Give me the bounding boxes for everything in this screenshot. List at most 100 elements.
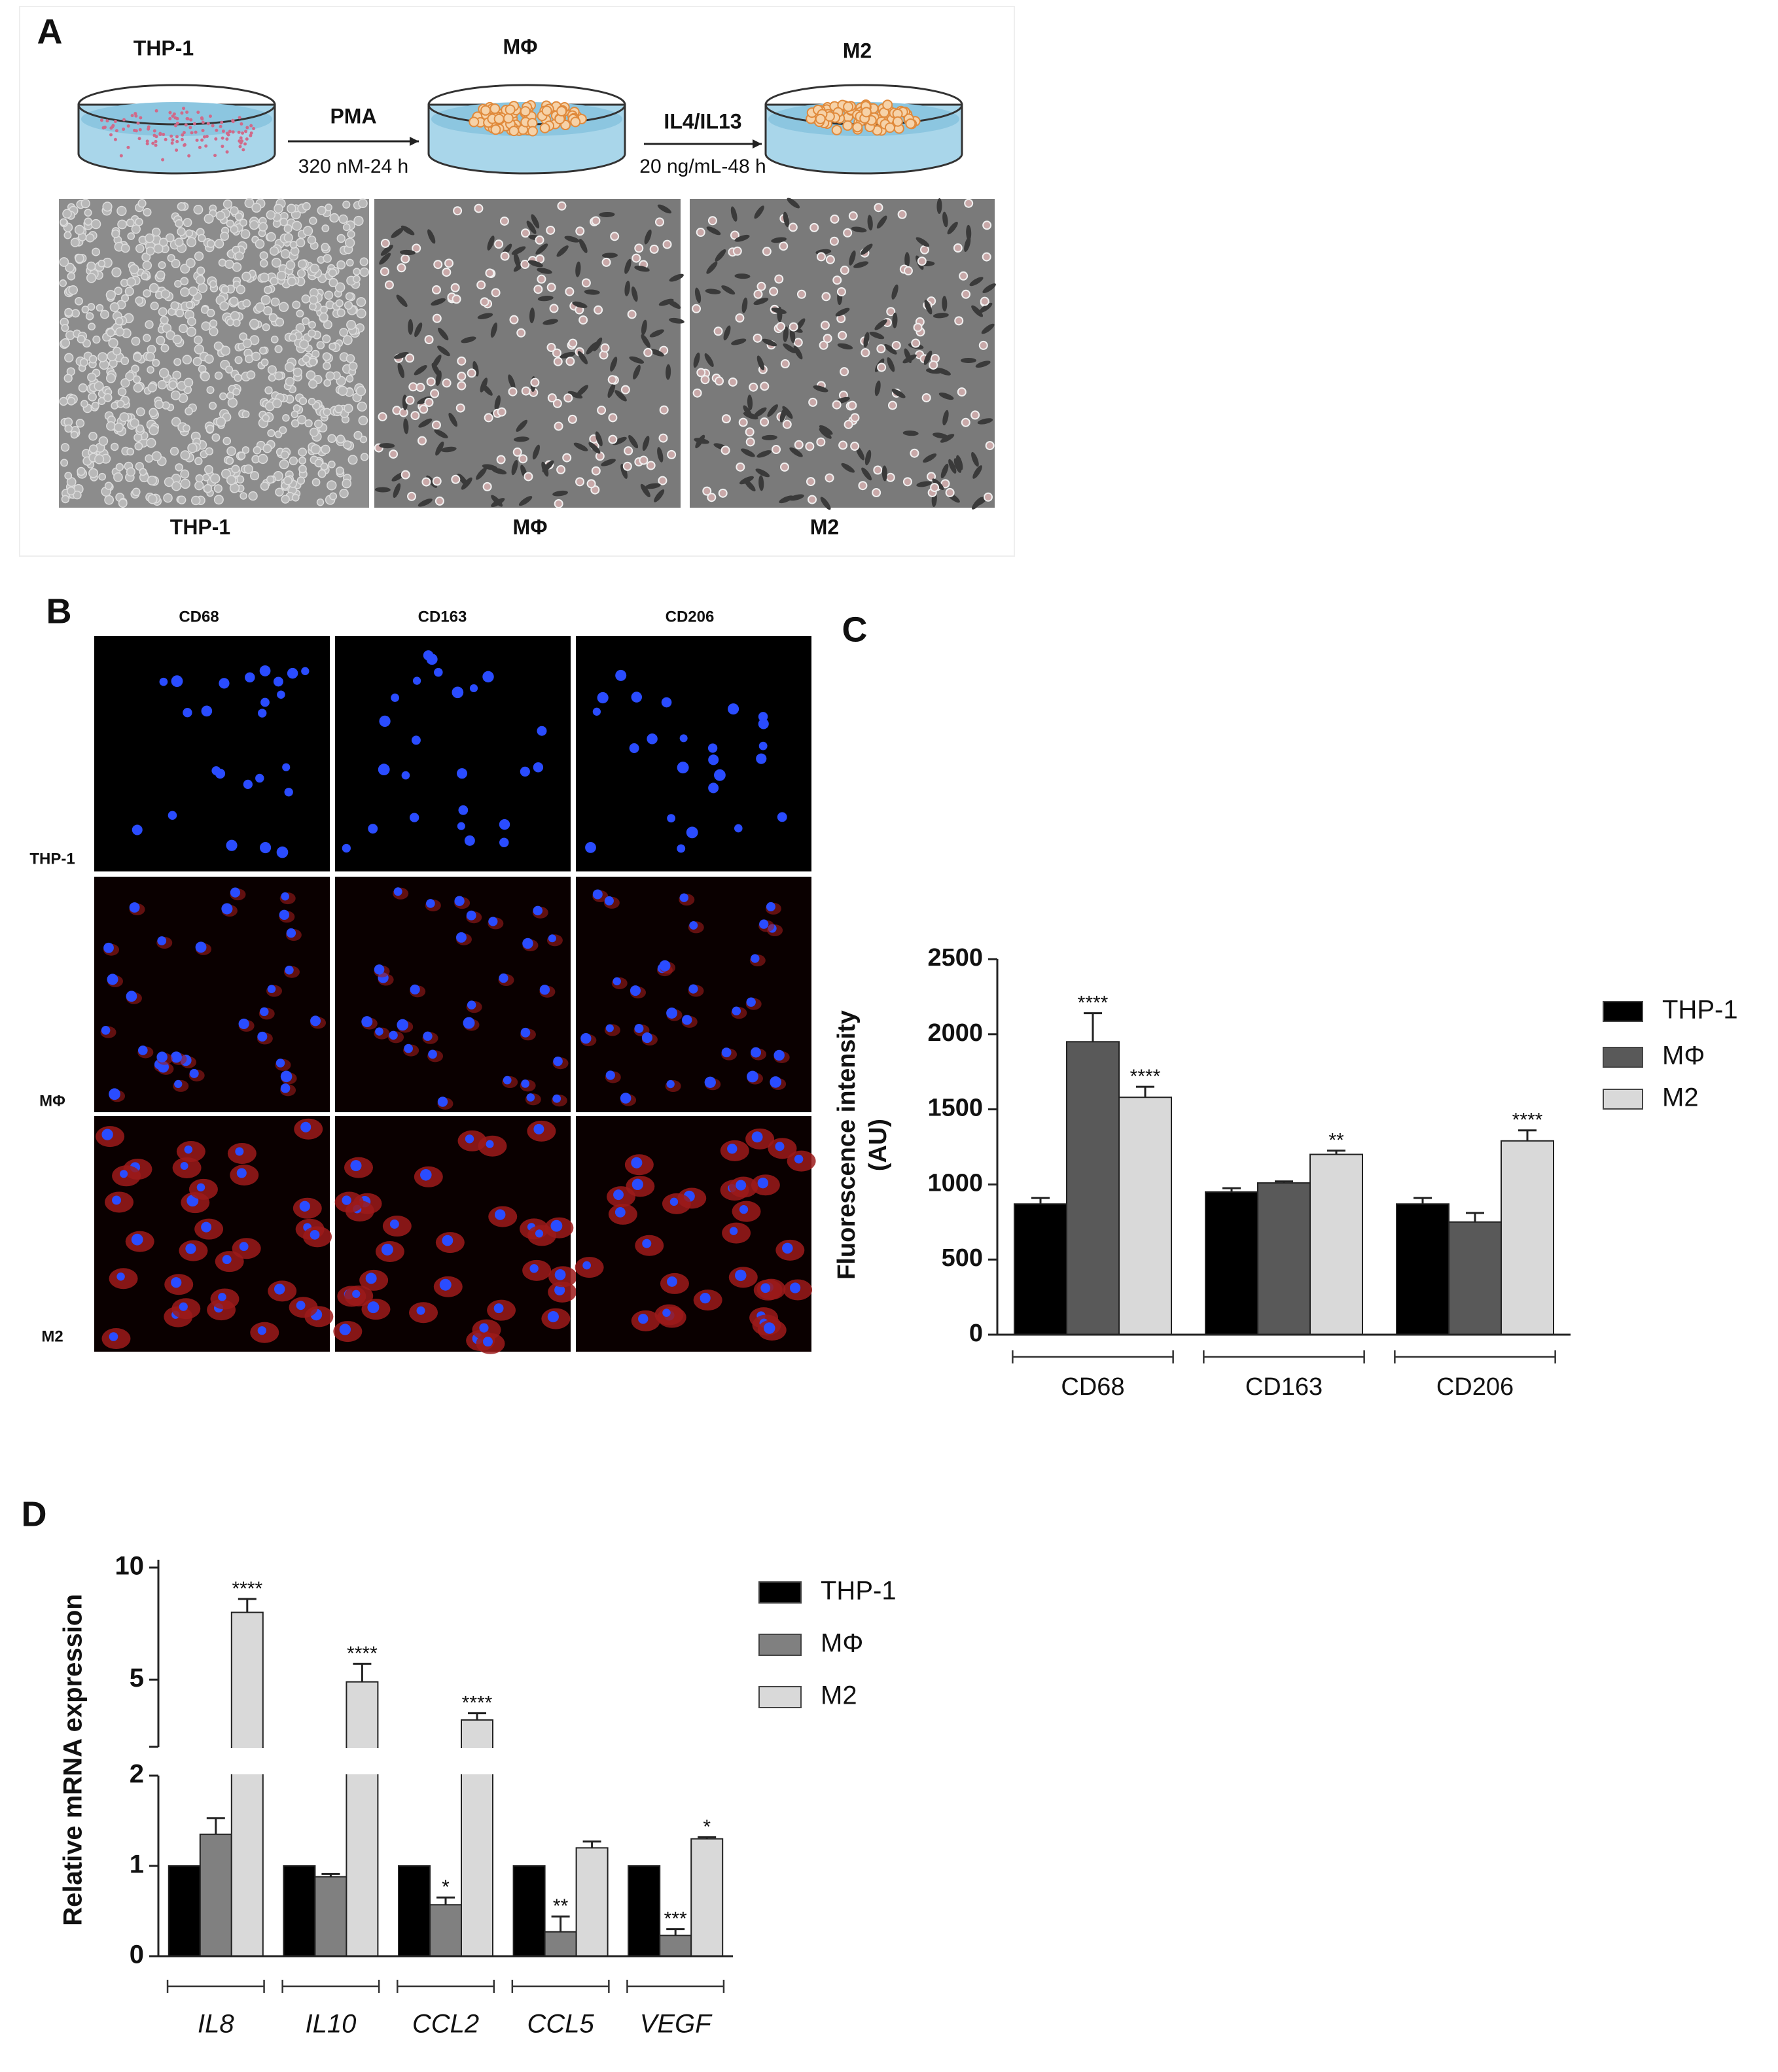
legend-label: M2: [1662, 1083, 1699, 1112]
cell: [150, 302, 159, 311]
cell: [259, 272, 270, 283]
cell: [591, 466, 601, 476]
cell: [131, 224, 141, 234]
step-condition: 20 ng/mL-48 h: [639, 156, 766, 177]
nucleus: [365, 1273, 377, 1284]
cell: [838, 440, 848, 450]
cell: [704, 353, 714, 367]
cell: [610, 357, 618, 372]
cell: [290, 247, 300, 256]
cell: [497, 407, 507, 417]
significance: ****: [1078, 992, 1109, 1014]
cell: [476, 467, 487, 480]
nucleus: [482, 671, 494, 683]
cell: [262, 444, 272, 453]
cell: [67, 272, 76, 281]
cell: [104, 495, 115, 505]
cell: [809, 222, 819, 232]
cell: [514, 253, 520, 268]
cell: [239, 219, 248, 227]
cell: [756, 450, 772, 458]
cell: [696, 368, 706, 378]
cell: [127, 232, 135, 240]
legend-label: MΦ: [821, 1629, 863, 1658]
bar: [283, 1865, 316, 1957]
cell: [311, 478, 321, 487]
cell: [109, 133, 113, 137]
cell: [209, 326, 219, 336]
cell: [170, 390, 181, 400]
nucleus: [301, 667, 310, 675]
cell: [211, 124, 215, 128]
cell: [440, 446, 457, 453]
nucleus: [103, 942, 114, 953]
cell: [221, 136, 224, 140]
cell: [599, 211, 615, 217]
cell: [624, 280, 630, 296]
nucleus: [310, 1015, 321, 1027]
cell: [225, 132, 229, 135]
cell: [713, 326, 723, 336]
cell: [732, 246, 742, 256]
cell: [779, 495, 794, 504]
cell: [816, 437, 826, 447]
panel-label: D: [22, 1494, 47, 1534]
nucleus: [267, 985, 276, 993]
cell: [147, 366, 154, 374]
cell: [779, 407, 787, 423]
cell: [556, 465, 566, 474]
cell: [139, 468, 147, 476]
cell: [308, 357, 317, 366]
cell: [669, 317, 685, 324]
cell: [923, 350, 933, 365]
cell: [643, 347, 653, 357]
cell: [105, 119, 109, 123]
nucleus: [666, 1080, 675, 1089]
cell: [667, 299, 681, 309]
cell: [738, 417, 748, 427]
nucleus: [666, 1008, 678, 1019]
cell: [412, 243, 421, 253]
cell: [173, 116, 177, 120]
x-tick-label: IL10: [305, 2010, 356, 2039]
cell: [145, 246, 155, 256]
cell: [489, 103, 501, 114]
nucleus: [708, 754, 719, 765]
cell: [758, 475, 764, 491]
cell: [324, 290, 334, 300]
nucleus: [239, 1242, 249, 1252]
cell: [346, 354, 355, 363]
nucleus: [499, 973, 508, 983]
cell: [180, 111, 184, 115]
cell: [461, 477, 472, 490]
cell: [156, 336, 166, 345]
bar: [575, 1847, 609, 1957]
nucleus: [350, 1160, 362, 1172]
cell: [329, 342, 337, 351]
cell: [121, 294, 130, 302]
cell: [221, 145, 224, 149]
nucleus: [631, 1157, 643, 1168]
cell: [869, 331, 885, 340]
cell: [608, 413, 618, 423]
nucleus: [401, 771, 410, 780]
cell: [266, 475, 275, 484]
cell: [111, 267, 122, 277]
dish-label: THP-1: [133, 36, 194, 60]
image-label: THP-1: [170, 515, 230, 538]
x-tick-label: VEGF: [640, 2010, 713, 2039]
cell: [149, 283, 159, 293]
cell: [170, 141, 174, 145]
cell: [108, 338, 118, 348]
cell: [106, 421, 116, 431]
cell: [842, 120, 853, 131]
cell: [113, 137, 117, 141]
cell: [418, 499, 433, 507]
cell: [206, 239, 215, 248]
nucleus: [420, 1168, 432, 1181]
cell: [572, 301, 588, 308]
cell: [122, 128, 126, 132]
cell: [145, 142, 149, 146]
cell: [393, 483, 401, 499]
cell: [380, 238, 390, 248]
